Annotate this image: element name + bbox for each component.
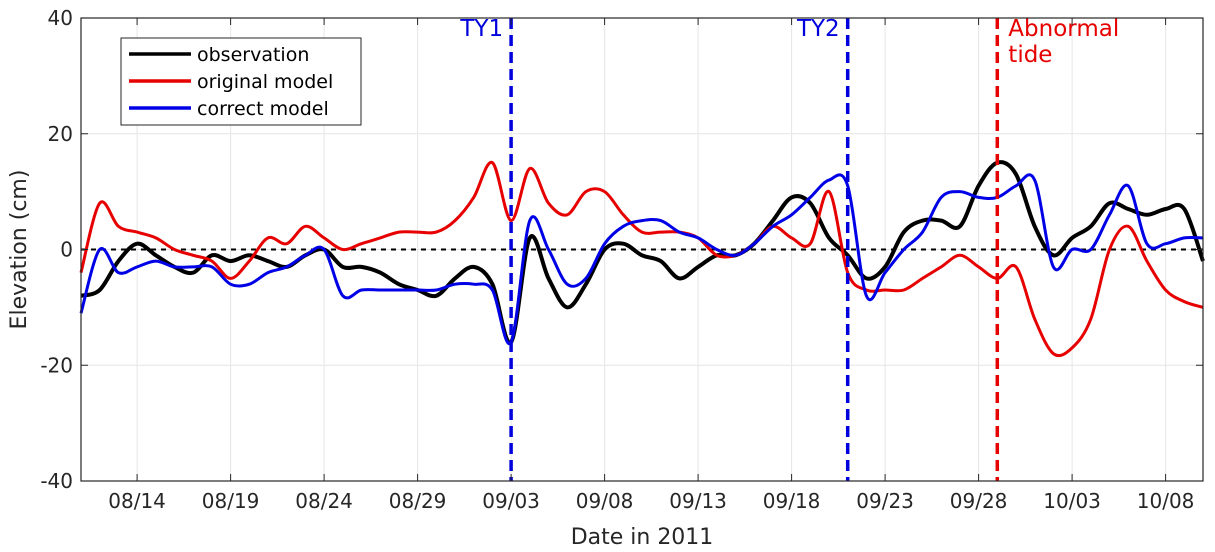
legend: observation original model correct model — [120, 37, 362, 126]
event-label-ty2: TY2 — [796, 16, 840, 42]
x-tick-label: 10/08 — [1137, 489, 1195, 513]
y-tick-label: 40 — [48, 6, 73, 30]
event-label-line: Abnormal — [1008, 16, 1119, 42]
series-lines — [79, 160, 1205, 358]
event-markers: TY1 TY2 Abnormal tide — [459, 16, 1119, 481]
x-tick-label: 10/03 — [1043, 489, 1101, 513]
x-tick-label: 09/03 — [482, 489, 540, 513]
x-tick-label: 08/14 — [108, 489, 166, 513]
y-tick-label: -40 — [40, 469, 73, 493]
y-axis-label: Elevation (cm) — [7, 170, 32, 330]
series-line-original-model — [79, 161, 1204, 358]
axis-ticks: 08/14 08/19 08/24 08/29 09/03 09/08 09/13 09/18… — [40, 6, 1203, 513]
series-line-observation — [80, 160, 1205, 345]
y-tick-label: 0 — [60, 238, 73, 262]
x-tick-label: 08/24 — [295, 489, 353, 513]
legend-label-correct-model: correct model — [197, 98, 329, 120]
y-tick-label: -20 — [40, 353, 73, 377]
event-label-ty1: TY1 — [459, 16, 503, 42]
legend-label-observation: observation — [197, 44, 309, 66]
event-label-line: tide — [1008, 42, 1052, 68]
x-tick-label: 09/18 — [763, 489, 821, 513]
x-tick-label: 09/08 — [576, 489, 634, 513]
event-label-abnormal-tide: Abnormal tide — [1008, 16, 1119, 68]
x-tick-label: 08/29 — [389, 489, 447, 513]
y-tick-label: 20 — [48, 122, 73, 146]
x-tick-label: 09/23 — [856, 489, 914, 513]
legend-label-original-model: original model — [197, 71, 333, 93]
x-axis-label: Date in 2011 — [571, 525, 714, 550]
x-tick-label: 09/28 — [950, 489, 1008, 513]
x-tick-label: 08/19 — [202, 489, 260, 513]
x-tick-label: 09/13 — [669, 489, 727, 513]
series-line-correct-model — [79, 173, 1204, 346]
